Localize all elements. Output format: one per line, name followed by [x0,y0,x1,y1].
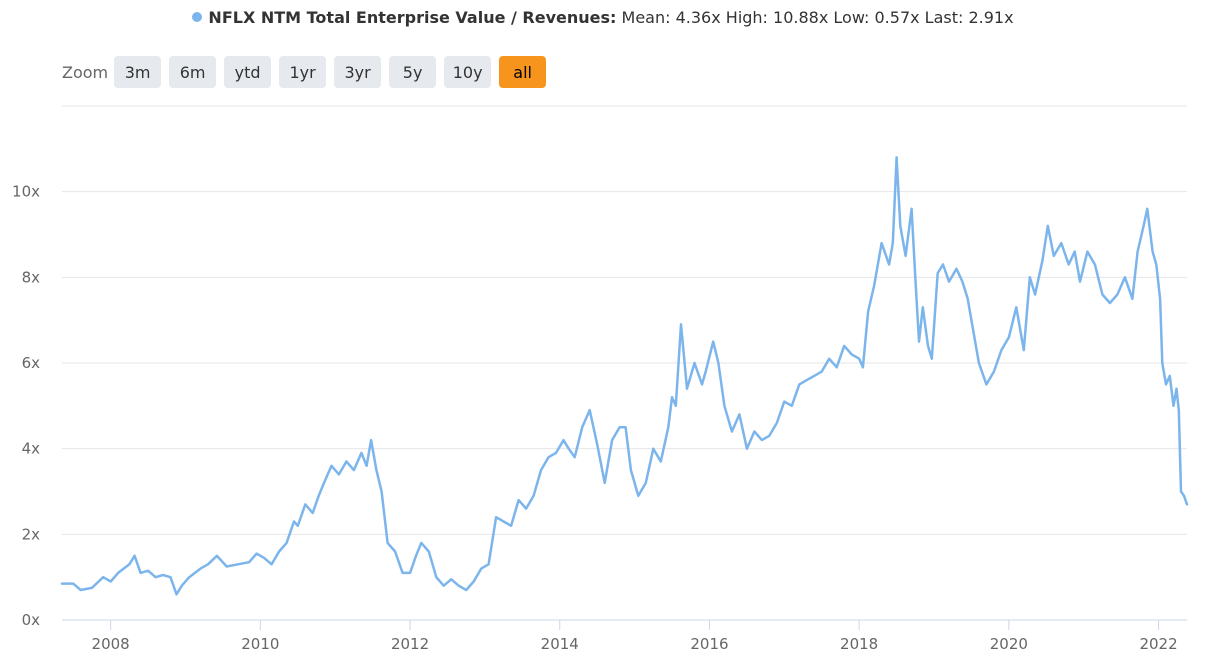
chart-legend[interactable]: NFLX NTM Total Enterprise Value / Revenu… [0,8,1206,27]
zoom-button-1yr[interactable]: 1yr [279,56,327,88]
x-tick-label: 2022 [1139,635,1177,653]
zoom-button-10y[interactable]: 10y [444,56,492,88]
y-tick-label: 6x [22,354,41,372]
zoom-button-ytd[interactable]: ytd [224,56,272,88]
zoom-button-6m[interactable]: 6m [169,56,217,88]
zoom-button-all[interactable]: all [499,56,547,88]
x-tick-label: 2018 [840,635,878,653]
x-tick-label: 2014 [541,635,579,653]
zoom-button-3yr[interactable]: 3yr [334,56,382,88]
y-tick-label: 4x [22,440,41,458]
x-tick-label: 2010 [241,635,279,653]
y-tick-label: 8x [22,268,41,286]
x-tick-label: 2020 [990,635,1028,653]
zoom-button-3m[interactable]: 3m [114,56,162,88]
x-tick-label: 2012 [391,635,429,653]
y-tick-label: 2x [22,525,41,543]
y-tick-label: 0x [22,611,41,629]
series-line [60,156,1189,596]
legend-marker-icon [192,12,203,22]
y-tick-label: 10x [12,183,40,201]
x-tick-label: 2008 [92,635,130,653]
zoom-controls: Zoom 3m 6m ytd 1yr 3yr 5y 10y all [62,55,554,89]
legend-stats: Mean: 4.36x High: 10.88x Low: 0.57x Last… [621,8,1014,27]
zoom-button-5y[interactable]: 5y [389,56,437,88]
zoom-label: Zoom [62,62,109,82]
legend-series-name: NFLX NTM Total Enterprise Value / Revenu… [208,8,617,27]
x-tick-label: 2016 [690,635,728,653]
